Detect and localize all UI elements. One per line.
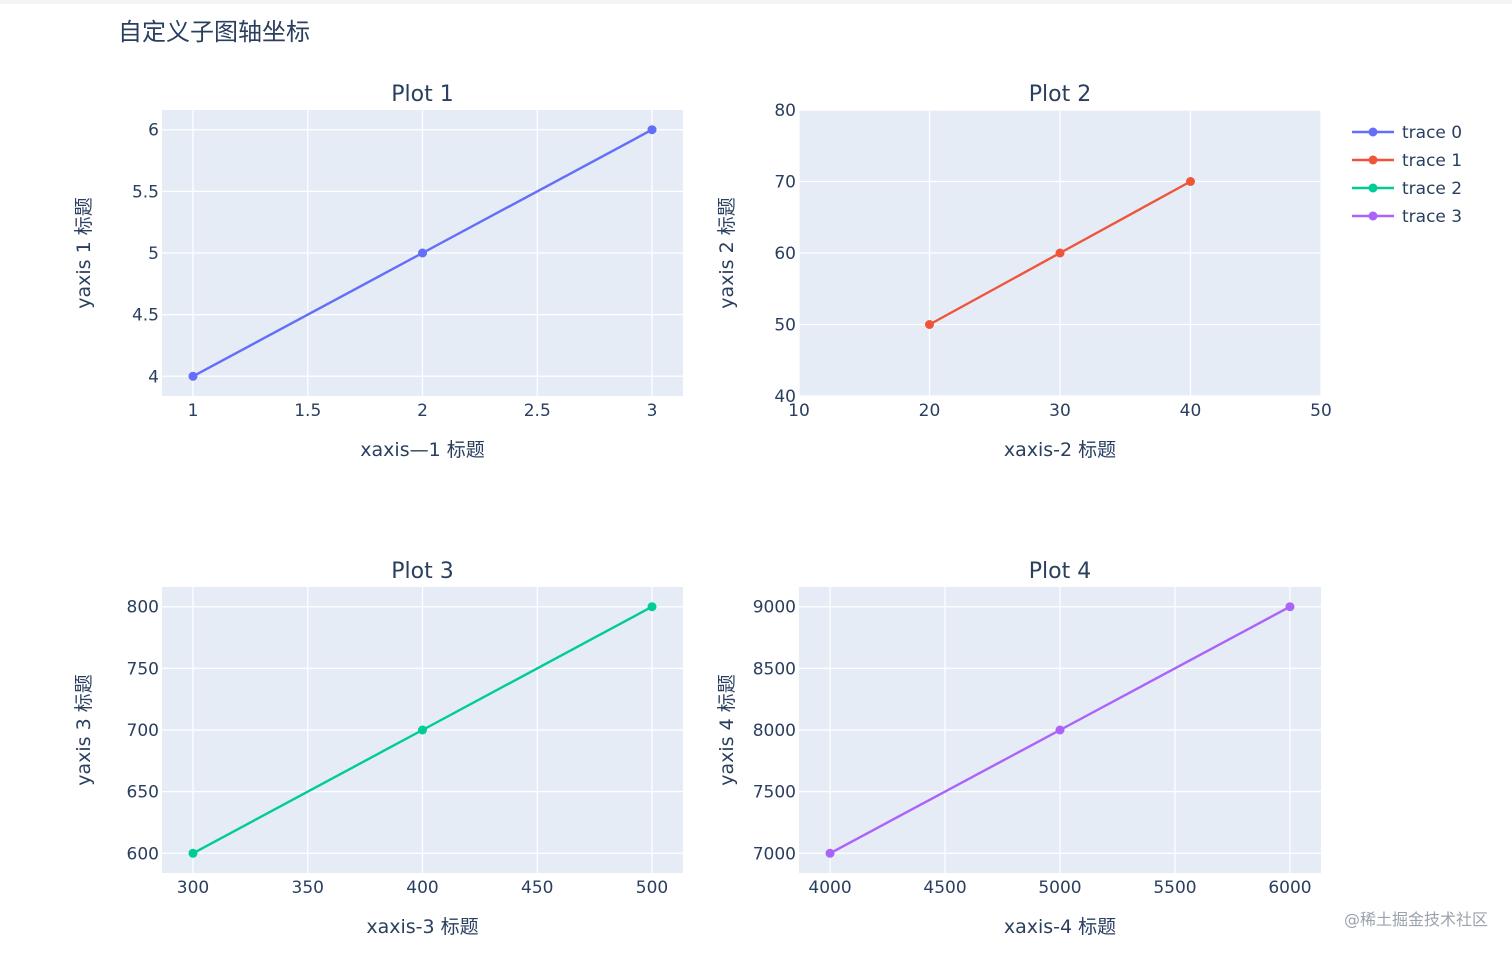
subplot-title: Plot 3 xyxy=(391,559,453,584)
legend: trace 0 trace 1 trace 2 trace 3 xyxy=(1352,123,1462,227)
data-point xyxy=(925,320,934,329)
x-tick-label: 1.5 xyxy=(294,401,321,421)
y-axis-title: yaxis 2 标题 xyxy=(716,197,738,308)
data-point xyxy=(418,248,427,258)
legend-item-label: trace 0 xyxy=(1402,123,1462,143)
y-tick-label: 9000 xyxy=(753,598,796,618)
x-axis-title: xaxis—1 标题 xyxy=(360,439,484,461)
watermark: @稀土掘金技术社区 xyxy=(1343,910,1488,929)
y-tick-label: 7000 xyxy=(753,844,796,864)
legend-marker xyxy=(1368,155,1378,165)
y-tick-label: 5 xyxy=(148,244,159,264)
data-point xyxy=(1055,248,1065,258)
x-tick-label: 5500 xyxy=(1153,878,1196,898)
y-tick-label: 70 xyxy=(774,173,796,193)
x-axis-title: xaxis-2 标题 xyxy=(1004,439,1116,461)
y-tick-label: 700 xyxy=(127,721,159,741)
subplot-4: 4000 4500 5000 5500 6000 7000 7500 8000 8500 9000… xyxy=(716,559,1321,938)
x-tick-label: 300 xyxy=(177,878,209,898)
y-tick-label: 600 xyxy=(127,844,159,864)
x-tick-label: 450 xyxy=(521,878,553,898)
y-tick-label: 750 xyxy=(127,659,159,679)
legend-item-label: trace 2 xyxy=(1402,179,1462,199)
x-tick-label: 3 xyxy=(647,401,658,421)
y-tick-label: 4.5 xyxy=(132,306,159,326)
figure-title: 自定义子图轴坐标 xyxy=(118,18,310,46)
x-tick-label: 40 xyxy=(1180,401,1202,421)
y-tick-label: 650 xyxy=(127,783,159,803)
data-point xyxy=(647,602,657,612)
data-point xyxy=(1055,725,1065,735)
x-tick-label: 4500 xyxy=(923,878,966,898)
data-point xyxy=(1186,177,1195,186)
subplot-3: 300 350 400 450 500 600 650 700 750 800 Plot 3 xaxi… xyxy=(73,559,683,938)
x-axis-title: xaxis-3 标题 xyxy=(366,916,478,938)
data-point xyxy=(188,848,198,858)
y-axis-title: yaxis 1 标题 xyxy=(73,197,95,308)
x-tick-label: 30 xyxy=(1049,401,1071,421)
y-axis-title: yaxis 4 标题 xyxy=(716,674,738,785)
data-point xyxy=(188,371,198,381)
x-tick-label: 10 xyxy=(788,401,810,421)
y-axis-title: yaxis 3 标题 xyxy=(73,674,95,785)
legend-item-label: trace 1 xyxy=(1402,151,1462,171)
y-tick-label: 5.5 xyxy=(132,182,159,202)
x-tick-label: 20 xyxy=(919,401,941,421)
x-tick-label: 5000 xyxy=(1038,878,1081,898)
y-tick-label: 8000 xyxy=(753,721,796,741)
y-tick-label: 7500 xyxy=(753,783,796,803)
y-tick-label: 4 xyxy=(148,367,159,387)
legend-marker xyxy=(1368,127,1378,137)
subplot-title: Plot 1 xyxy=(391,82,453,107)
subplot-title: Plot 4 xyxy=(1029,559,1091,584)
y-tick-label: 800 xyxy=(127,598,159,618)
y-tick-label: 40 xyxy=(774,387,796,407)
subplot-title: Plot 2 xyxy=(1029,82,1091,107)
x-tick-label: 2 xyxy=(417,401,428,421)
x-tick-label: 4000 xyxy=(808,878,851,898)
x-tick-label: 1 xyxy=(188,401,199,421)
subplot-2: 10 20 30 40 50 40 50 60 70 80 Plot 2 xaxis-2 标题 yaxi… xyxy=(716,82,1332,461)
x-axis-title: xaxis-4 标题 xyxy=(1004,916,1116,938)
legend-marker xyxy=(1368,183,1378,193)
y-tick-label: 6 xyxy=(148,121,159,141)
data-point xyxy=(825,848,835,858)
x-tick-label: 2.5 xyxy=(524,401,551,421)
data-point xyxy=(647,125,657,135)
x-tick-label: 6000 xyxy=(1268,878,1311,898)
subplot-1: 1 1.5 2 2.5 3 4 4.5 5 5.5 6 Plot 1 xaxis—1 标题 yaxis … xyxy=(73,82,683,461)
y-tick-label: 8500 xyxy=(753,659,796,679)
top-bar xyxy=(0,0,1512,4)
x-tick-label: 400 xyxy=(406,878,438,898)
legend-marker xyxy=(1368,211,1378,221)
data-point xyxy=(418,725,427,735)
x-tick-label: 50 xyxy=(1310,401,1332,421)
data-point xyxy=(1285,602,1295,612)
x-tick-label: 350 xyxy=(292,878,324,898)
x-tick-label: 500 xyxy=(636,878,668,898)
y-tick-label: 60 xyxy=(774,244,796,264)
y-tick-label: 80 xyxy=(774,101,796,121)
legend-item-label: trace 3 xyxy=(1402,207,1462,227)
y-tick-label: 50 xyxy=(774,316,796,336)
